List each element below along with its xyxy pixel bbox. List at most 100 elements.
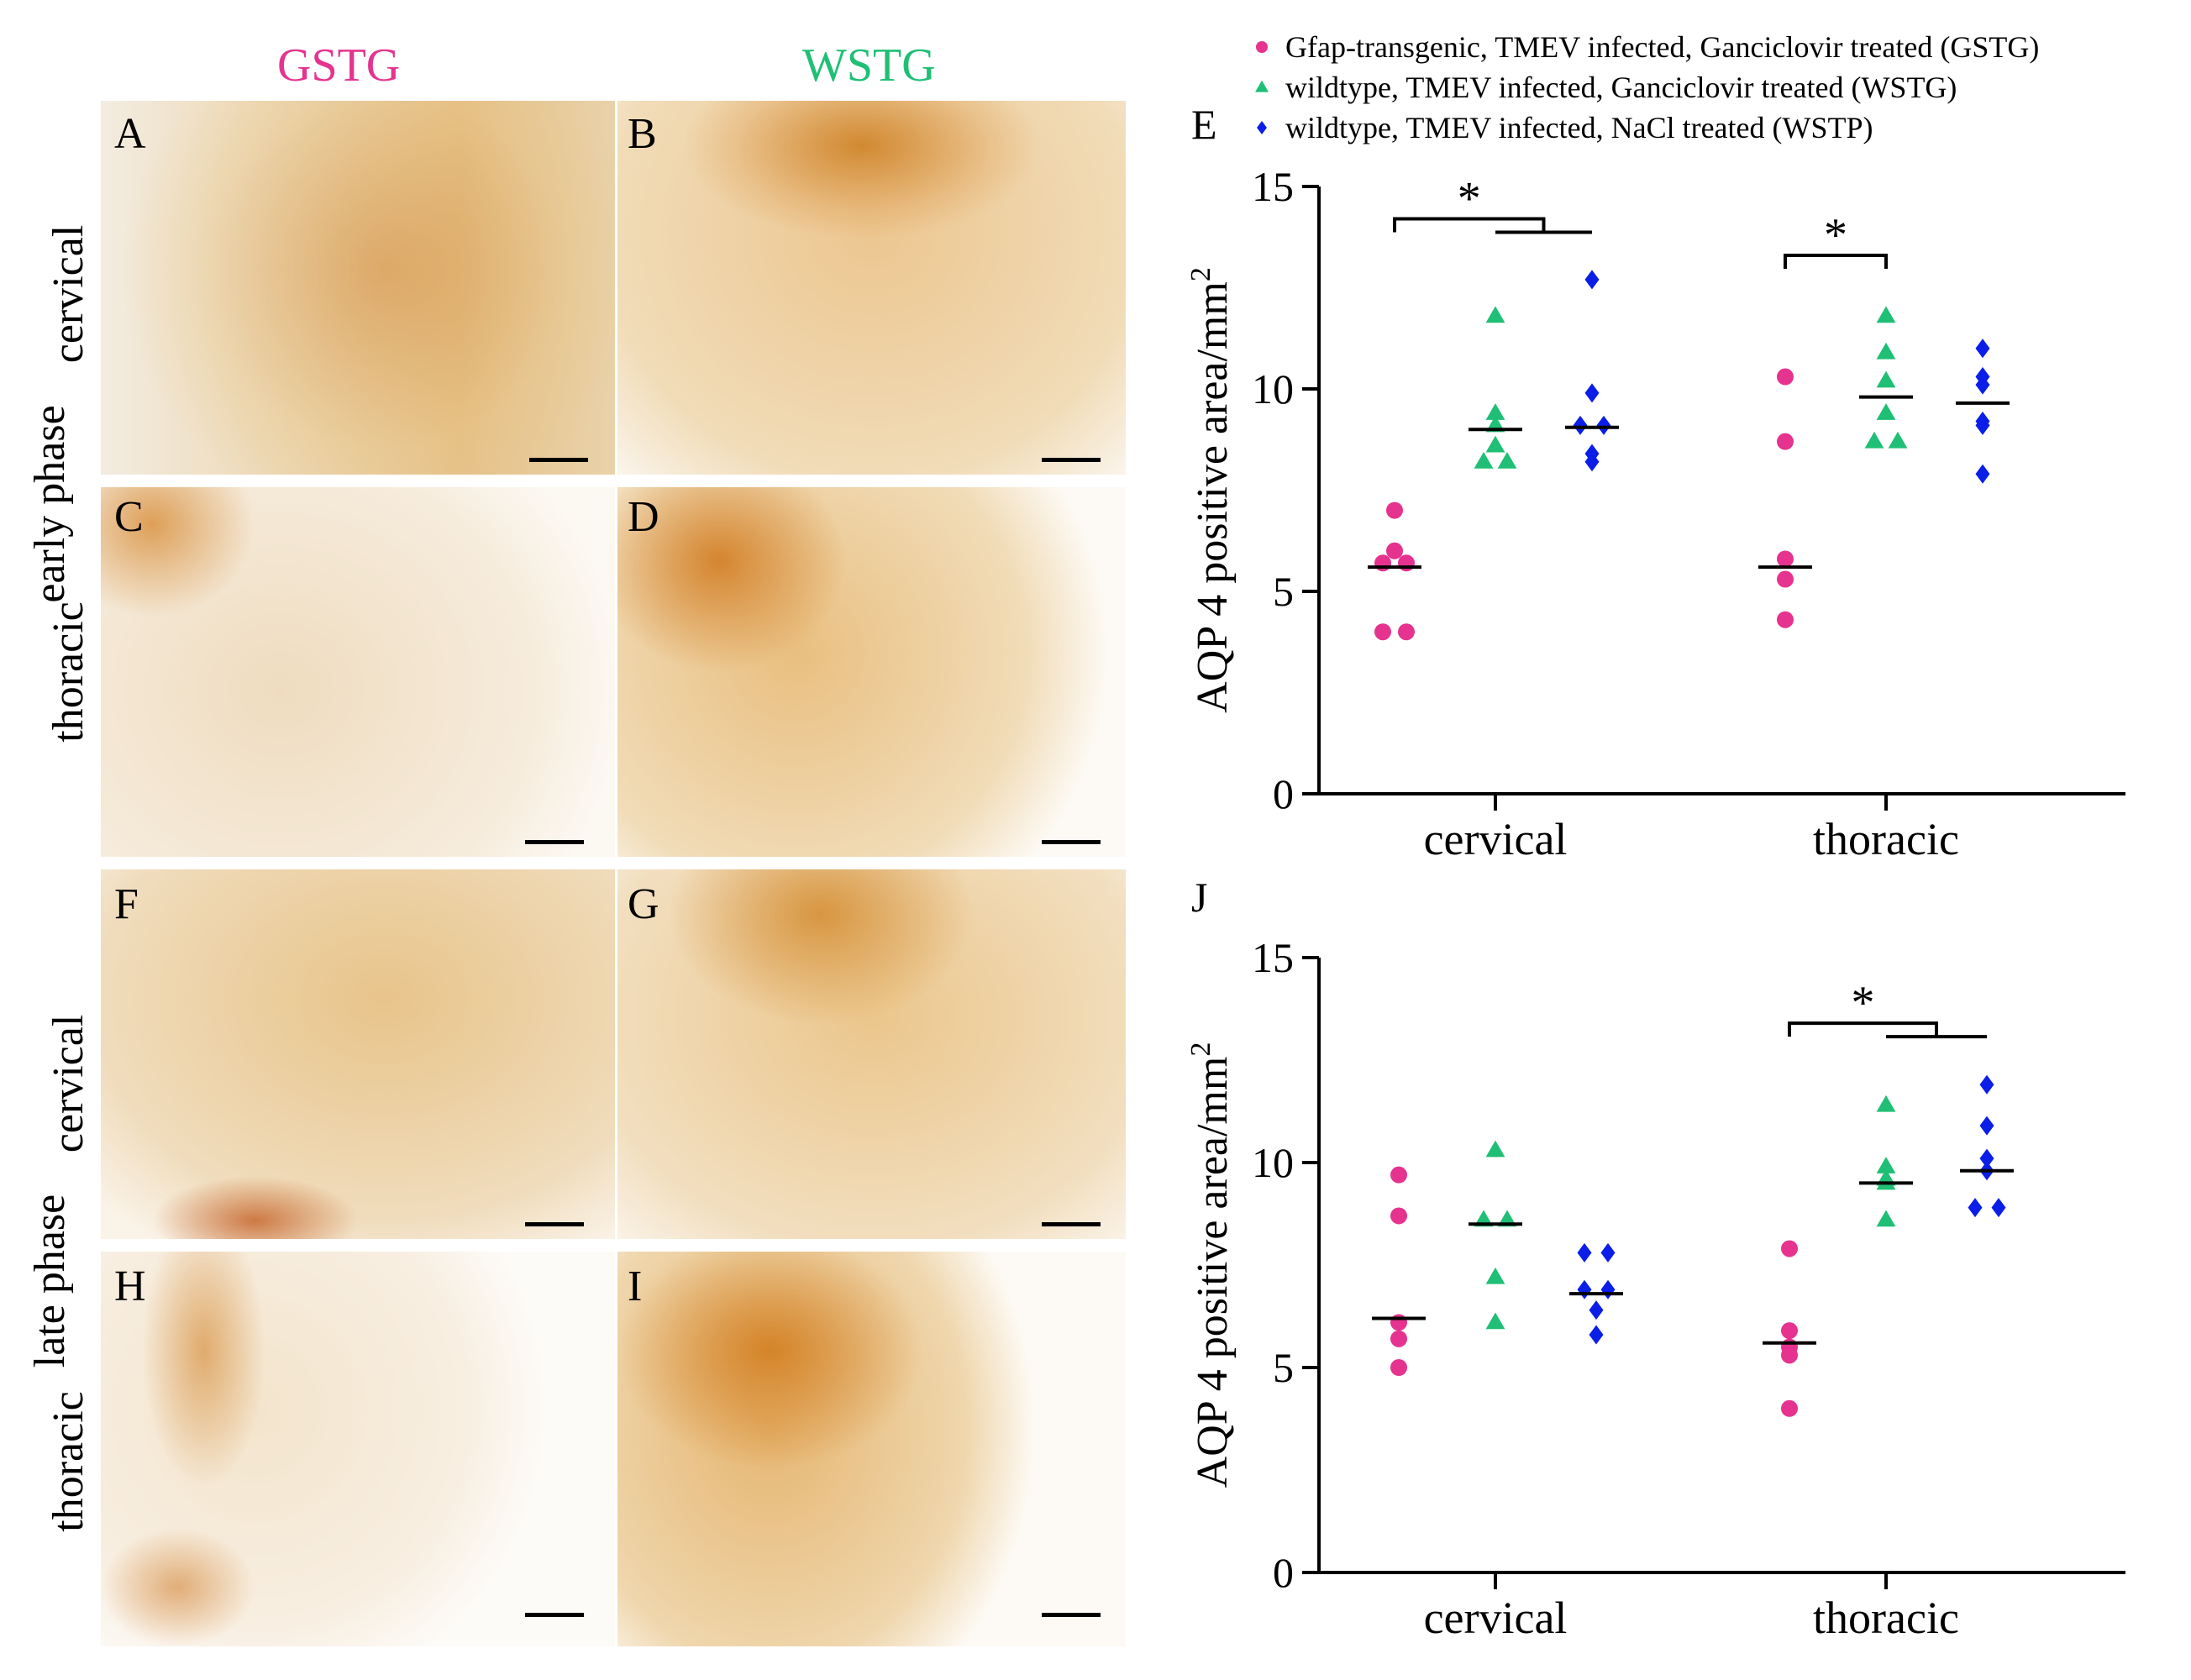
data-point-wstp bbox=[1589, 1300, 1604, 1320]
scale-bar bbox=[1042, 840, 1101, 844]
micrograph-a: A bbox=[101, 101, 615, 475]
legend-label: wildtype, TMEV infected, NaCl treated (W… bbox=[1285, 111, 1873, 144]
legend: Gfap-transgenic, TMEV infected, Ganciclo… bbox=[1255, 30, 2039, 144]
data-point-wstp bbox=[1584, 383, 1600, 403]
y-tick-label: 15 bbox=[1252, 163, 1294, 210]
data-point-gstg bbox=[1781, 1240, 1798, 1257]
data-point-wstg bbox=[1485, 306, 1505, 323]
data-point-wstp bbox=[1589, 1325, 1604, 1345]
y-axis-label: AQP 4 positive area/mm2 bbox=[1185, 267, 1237, 713]
data-point-gstg bbox=[1386, 501, 1403, 519]
data-point-wstp bbox=[1975, 464, 1990, 484]
panel-letter-c: C bbox=[114, 493, 144, 541]
data-point-wstg bbox=[1876, 370, 1896, 388]
legend-marker-triangle bbox=[1255, 80, 1269, 92]
panel-letter-i: I bbox=[628, 1263, 643, 1310]
data-point-wstg bbox=[1485, 1140, 1505, 1158]
significance-star: * bbox=[1824, 209, 1847, 261]
data-point-gstg bbox=[1777, 570, 1794, 588]
data-point-gstg bbox=[1781, 1322, 1798, 1340]
data-point-wstg bbox=[1485, 1267, 1505, 1284]
x-tick-label-cervical: cervical bbox=[1424, 814, 1568, 864]
scatter-chart-e: E 0 5 10 15 cervical thoracic AQP 4 positive ar… bbox=[1185, 30, 2125, 864]
significance-bracket bbox=[1784, 253, 1888, 269]
panel-letter-g: G bbox=[628, 880, 659, 928]
significance-bracket bbox=[1788, 1021, 1938, 1037]
data-point-wstg bbox=[1485, 435, 1505, 453]
micrograph-g: G bbox=[617, 869, 1126, 1239]
data-point-wstg bbox=[1864, 431, 1884, 449]
data-point-wstp bbox=[1979, 1074, 1994, 1095]
panel-letter-h: H bbox=[114, 1263, 146, 1310]
data-point-gstg bbox=[1390, 1330, 1407, 1347]
data-point-wstp bbox=[1600, 1242, 1616, 1263]
data-point-gstg bbox=[1390, 1166, 1407, 1184]
micrograph-h: H bbox=[101, 1252, 615, 1646]
panel-letter-f: F bbox=[114, 880, 139, 928]
panel-letter-j: J bbox=[1191, 874, 1207, 921]
y-tick-label: 10 bbox=[1252, 1139, 1294, 1186]
micrograph-b: B bbox=[617, 101, 1126, 475]
data-point-gstg bbox=[1390, 1314, 1407, 1331]
data-point-wstg bbox=[1485, 1312, 1505, 1330]
data-point-wstp bbox=[1584, 270, 1600, 290]
legend-marker-diamond bbox=[1257, 120, 1267, 135]
panel-letter-e: E bbox=[1191, 101, 1217, 148]
data-point-wstp bbox=[1577, 1279, 1592, 1299]
data-point-wstg bbox=[1876, 342, 1896, 360]
y-tick-label: 5 bbox=[1273, 1344, 1294, 1391]
scale-bar bbox=[525, 840, 584, 844]
y-tick-label: 15 bbox=[1252, 934, 1294, 981]
data-point-wstp bbox=[1596, 415, 1611, 435]
scale-bar bbox=[525, 1222, 584, 1226]
data-point-gstg bbox=[1386, 542, 1403, 559]
y-tick-label: 10 bbox=[1252, 365, 1294, 412]
data-point-wstp bbox=[1968, 1198, 1983, 1218]
y-tick-label: 0 bbox=[1273, 770, 1294, 817]
x-tick-label-thoracic: thoracic bbox=[1813, 1593, 1959, 1643]
data-point-wstg bbox=[1474, 451, 1494, 469]
data-point-gstg bbox=[1781, 1347, 1798, 1364]
data-point-gstg bbox=[1777, 611, 1794, 628]
data-point-gstg bbox=[1777, 368, 1794, 386]
y-tick-label: 5 bbox=[1273, 568, 1294, 615]
data-point-wstp bbox=[1577, 1242, 1592, 1263]
data-point-wstg bbox=[1497, 451, 1517, 469]
data-point-wstp bbox=[1975, 415, 1990, 435]
data-point-wstp bbox=[1600, 1279, 1616, 1299]
data-point-wstg bbox=[1876, 306, 1896, 323]
data-point-wstp bbox=[1584, 452, 1600, 472]
scale-bar bbox=[529, 458, 588, 462]
column-header-gstg: GSTG bbox=[277, 39, 401, 92]
data-point-wstp bbox=[1991, 1198, 2006, 1218]
data-point-wstg bbox=[1876, 1095, 1896, 1112]
legend-label: wildtype, TMEV infected, Ganciclovir tre… bbox=[1285, 71, 1957, 104]
y-tick-label: 0 bbox=[1273, 1549, 1294, 1596]
data-point-wstg bbox=[1876, 1157, 1896, 1173]
data-point-gstg bbox=[1777, 550, 1794, 568]
data-point-gstg bbox=[1398, 623, 1415, 641]
data-point-gstg bbox=[1374, 623, 1391, 641]
data-point-wstp bbox=[1975, 339, 1990, 359]
legend-marker-circle bbox=[1256, 41, 1268, 53]
data-point-gstg bbox=[1390, 1359, 1407, 1376]
micrograph-i: I bbox=[617, 1252, 1126, 1646]
scale-bar bbox=[1042, 1613, 1101, 1617]
data-point-wstp bbox=[1573, 415, 1588, 435]
micrograph-d: D bbox=[617, 487, 1126, 857]
x-tick-label-thoracic: thoracic bbox=[1813, 814, 1959, 864]
scale-bar bbox=[525, 1613, 584, 1617]
panel-letter-a: A bbox=[114, 110, 146, 158]
data-point-gstg bbox=[1398, 554, 1415, 572]
data-point-wstg bbox=[1888, 431, 1908, 449]
significance-star: * bbox=[1458, 173, 1481, 225]
scatter-chart-j: J 0 5 10 15 cervical thoracic AQP 4 positive ar… bbox=[1185, 874, 2125, 1643]
panel-letter-b: B bbox=[628, 110, 657, 158]
data-point-gstg bbox=[1374, 554, 1391, 572]
micrograph-f: F bbox=[101, 869, 615, 1239]
data-point-gstg bbox=[1777, 433, 1794, 450]
data-point-wstg bbox=[1485, 403, 1505, 420]
data-point-wstg bbox=[1876, 1210, 1896, 1227]
